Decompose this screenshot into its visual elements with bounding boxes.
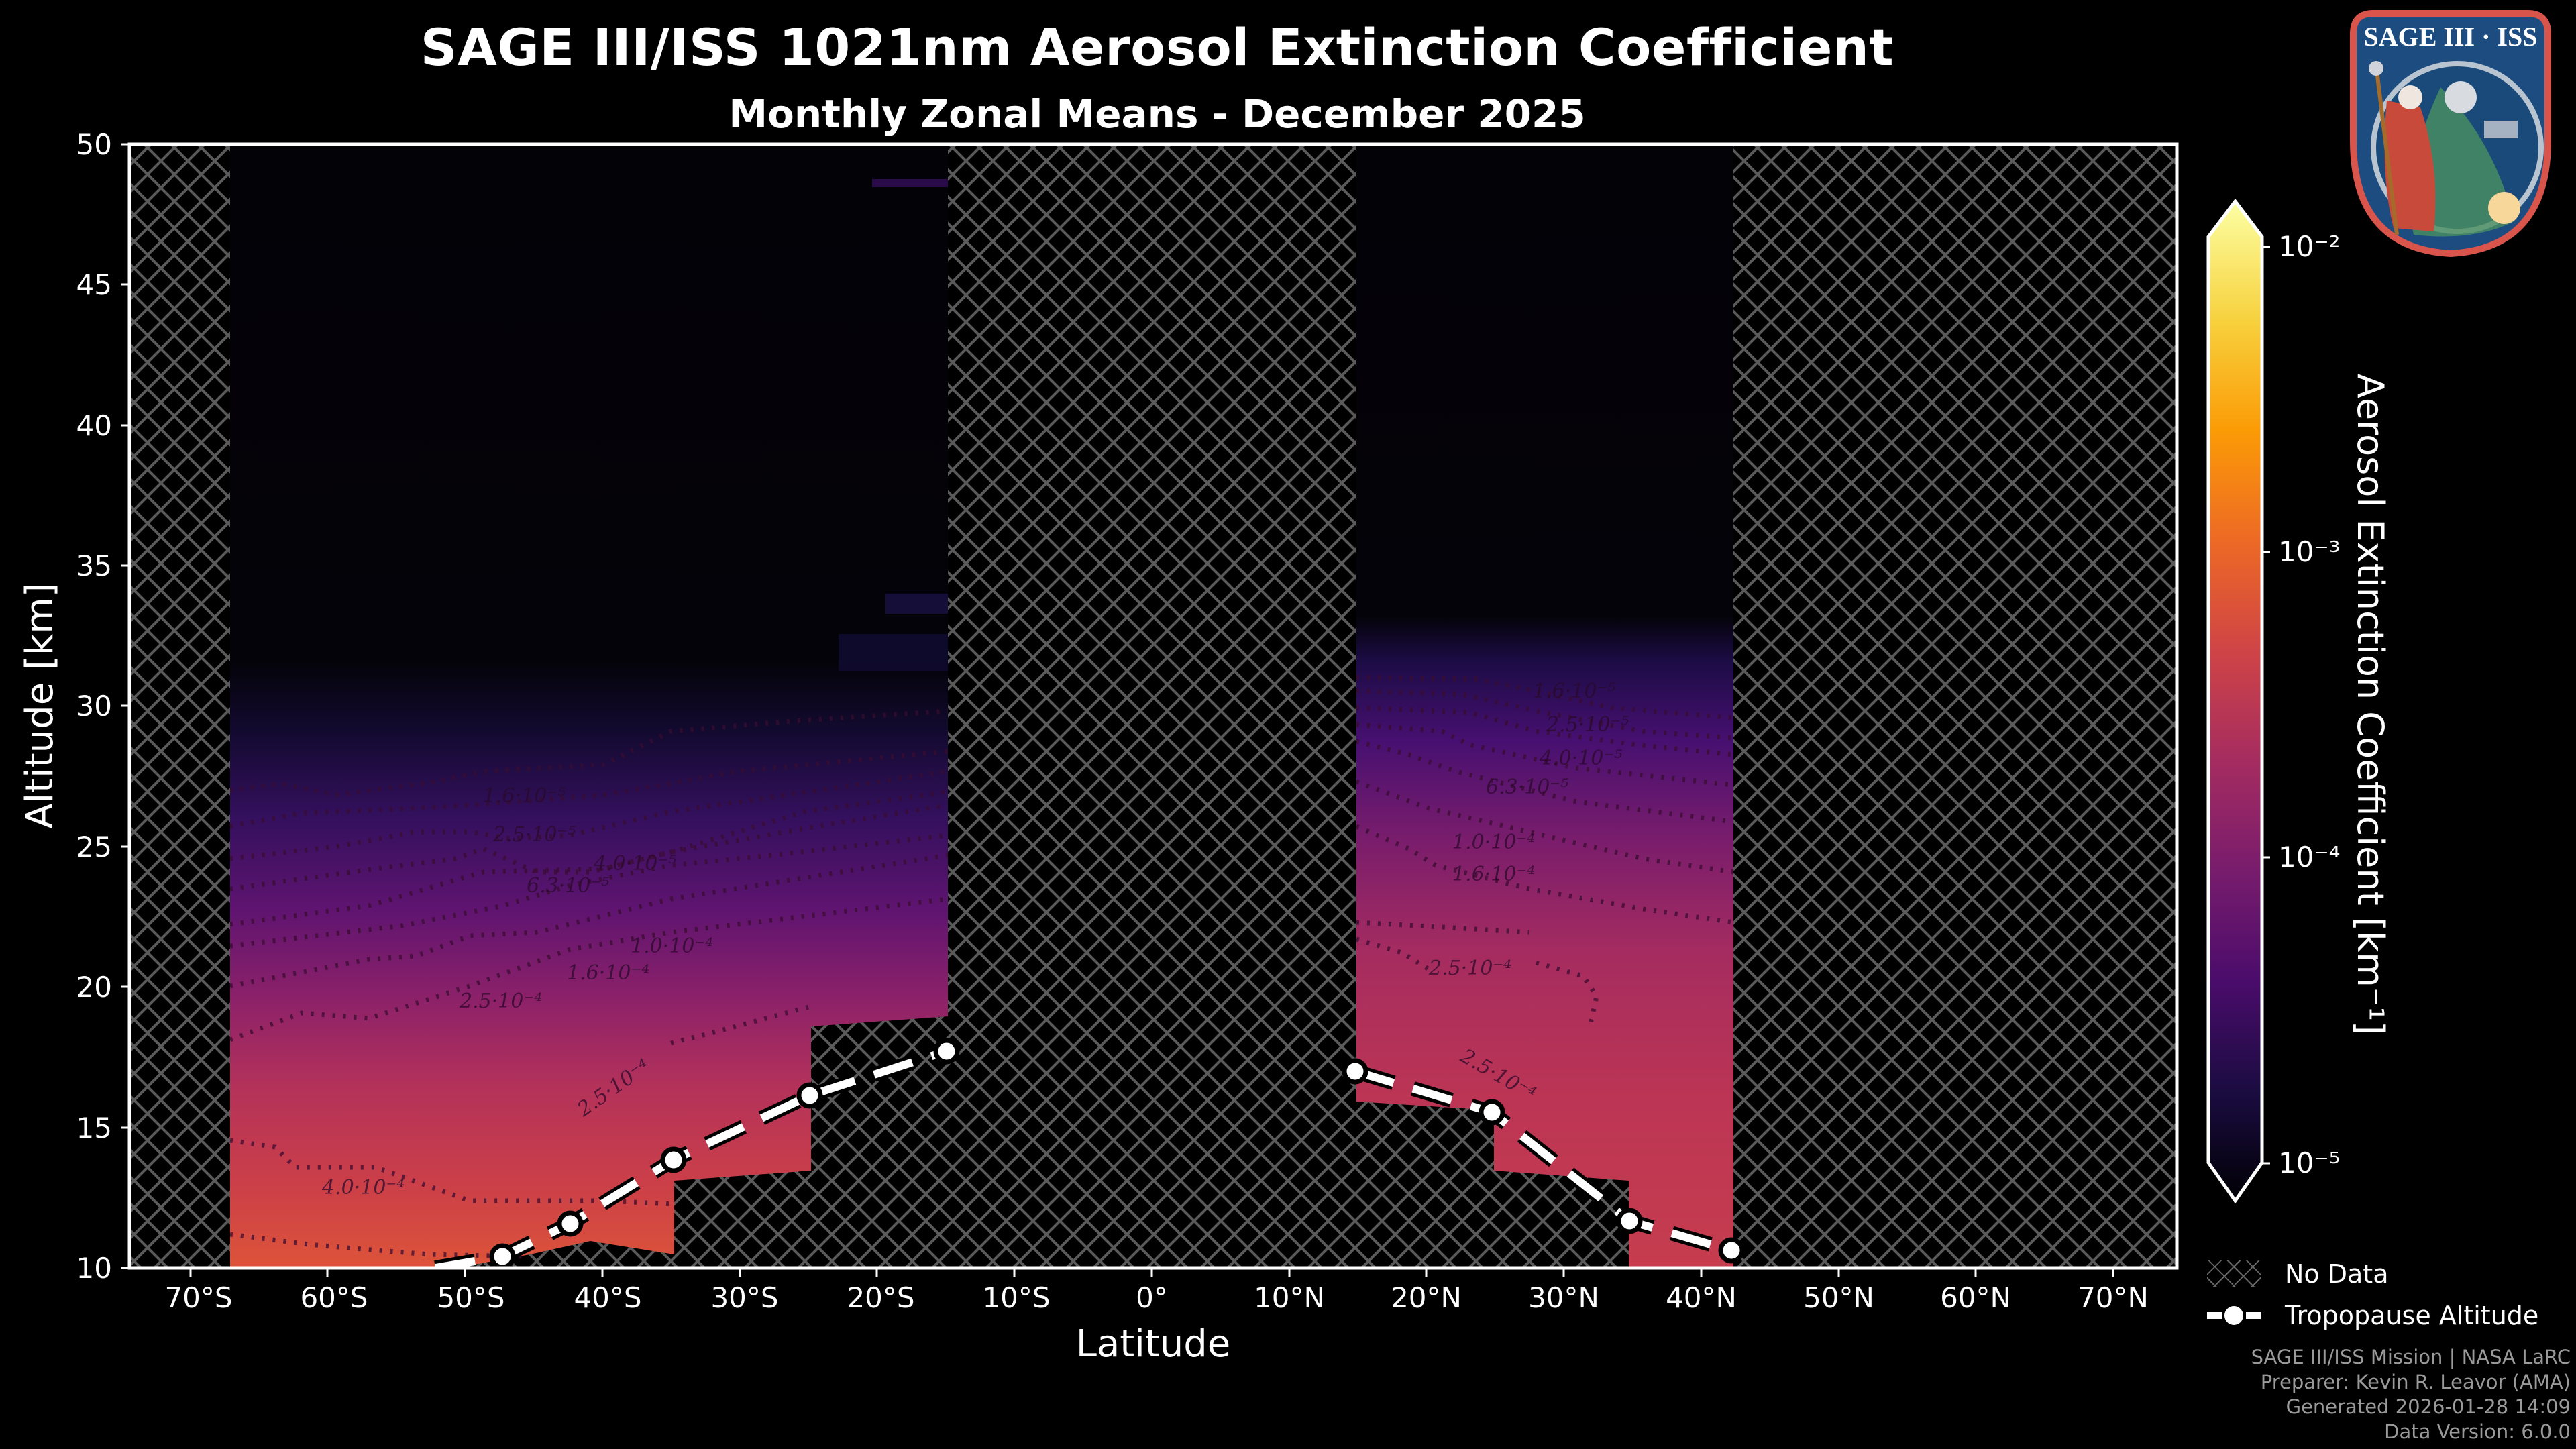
colorbar-tick-label: 10⁻⁵ bbox=[2278, 1146, 2340, 1179]
y-axis-ticks bbox=[121, 143, 129, 1269]
y-axis-tick-labels: 10 15 20 25 30 35 40 45 50 bbox=[76, 128, 112, 1285]
footer-mission: SAGE III/ISS Mission | NASA LaRC bbox=[2251, 1346, 2571, 1368]
nh-data-region bbox=[1356, 144, 1733, 1268]
colorbar-tick-label: 10⁻³ bbox=[2278, 535, 2340, 568]
contour-label: 4.0·10⁻⁴ bbox=[321, 1176, 405, 1199]
x-tick-label: 70°N bbox=[2078, 1281, 2149, 1314]
contour-label: 1.6·10⁻⁴ bbox=[1452, 863, 1535, 886]
dashed-line-marker-icon bbox=[2207, 1302, 2261, 1329]
x-tick-label: 0° bbox=[1136, 1281, 1168, 1314]
mission-patch-logo: SAGE III · ISS bbox=[2350, 10, 2551, 258]
x-tick-label: 40°S bbox=[574, 1281, 641, 1314]
logo-title: SAGE III · ISS bbox=[2363, 21, 2537, 52]
contour-label: 1.0·10⁻⁴ bbox=[1452, 830, 1535, 854]
x-tick-label: 10°S bbox=[982, 1281, 1050, 1314]
y-tick-label: 25 bbox=[76, 830, 112, 863]
sh-data-region bbox=[230, 144, 948, 1268]
colorbar-tick-label: 10⁻⁴ bbox=[2278, 841, 2340, 873]
x-tick-label: 30°S bbox=[710, 1281, 778, 1314]
legend-item-no-data: No Data bbox=[2207, 1253, 2538, 1295]
chart-legend: No Data Tropopause Altitude bbox=[2207, 1253, 2538, 1336]
x-tick-label: 50°N bbox=[1803, 1281, 1874, 1314]
tropopause-line bbox=[434, 1038, 1745, 1268]
y-tick-label: 20 bbox=[76, 971, 112, 1004]
hatch-swatch-icon bbox=[2207, 1260, 2261, 1287]
y-tick-label: 45 bbox=[76, 268, 112, 301]
y-tick-label: 30 bbox=[76, 690, 112, 722]
contour-label: 2.5·10⁻⁵ bbox=[1546, 713, 1629, 737]
footer-generated: Generated 2026-01-28 14:09 bbox=[2286, 1395, 2571, 1418]
y-tick-label: 10 bbox=[76, 1252, 112, 1285]
footer-preparer: Preparer: Kevin R. Leavor (AMA) bbox=[2260, 1371, 2571, 1393]
data-streak bbox=[885, 594, 948, 614]
footer-version: Data Version: 6.0.0 bbox=[2384, 1420, 2571, 1443]
contour-label: 1.6·10⁻⁵ bbox=[1533, 680, 1615, 703]
x-axis-tick-labels: 70°S 60°S 50°S 40°S 30°S 20°S 10°S 0° 10… bbox=[164, 1281, 2148, 1314]
legend-item-tropopause: Tropopause Altitude bbox=[2207, 1295, 2538, 1336]
contour-label: 1.6·10⁻⁴ bbox=[567, 961, 649, 985]
x-tick-label: 60°S bbox=[300, 1281, 368, 1314]
contour-label: 6.3·10⁻⁵ bbox=[1486, 775, 1568, 799]
chart-subtitle: Monthly Zonal Means - December 2025 bbox=[729, 91, 1586, 137]
y-tick-label: 50 bbox=[76, 128, 112, 161]
x-tick-label: 70°S bbox=[164, 1281, 232, 1314]
y-axis-title: Altitude [km] bbox=[18, 582, 62, 828]
contour-label: 2.5·10⁻⁴ bbox=[1428, 957, 1511, 980]
x-tick-label: 60°N bbox=[1940, 1281, 2011, 1314]
contour-label: 4.0·10⁻⁵ bbox=[593, 852, 676, 875]
legend-label: No Data bbox=[2285, 1259, 2389, 1289]
contour-label: 1.6·10⁻⁵ bbox=[483, 784, 566, 808]
colorbar: 10⁻² 10⁻³ 10⁻⁴ 10⁻⁵ Aerosol Extinction C… bbox=[2206, 198, 2392, 1204]
contour-label: 4.0·10⁻⁵ bbox=[1539, 747, 1622, 770]
x-tick-label: 20°N bbox=[1391, 1281, 1462, 1314]
credits-footer: SAGE III/ISS Mission | NASA LaRC Prepare… bbox=[2251, 1345, 2571, 1444]
x-tick-label: 30°N bbox=[1528, 1281, 1599, 1314]
contour-label: 2.5·10⁻⁵ bbox=[492, 823, 576, 847]
contour-lines bbox=[1355, 675, 1734, 1027]
chart-title: SAGE III/ISS 1021nm Aerosol Extinction C… bbox=[420, 17, 1894, 77]
colorbar-title: Aerosol Extinction Coefficient [km⁻¹] bbox=[2349, 374, 2392, 1035]
legend-label: Tropopause Altitude bbox=[2285, 1301, 2539, 1330]
data-streak bbox=[872, 179, 948, 187]
tropopause-markers bbox=[489, 1038, 1745, 1268]
contour-label: 6.3·10⁻⁵ bbox=[527, 874, 609, 898]
x-tick-label: 40°N bbox=[1666, 1281, 1737, 1314]
x-tick-label: 10°N bbox=[1254, 1281, 1325, 1314]
y-tick-label: 35 bbox=[76, 549, 112, 582]
x-axis-ticks bbox=[189, 1268, 2114, 1277]
plot-area: 1.6·10⁻⁵ 2.5·10⁻⁵ 4.0·10⁻⁵ 6.3·10⁻⁵ 1.0·… bbox=[129, 144, 2177, 1268]
contour-label: 1.0·10⁻⁴ bbox=[631, 934, 713, 958]
y-tick-label: 40 bbox=[76, 409, 112, 442]
y-tick-label: 15 bbox=[76, 1112, 112, 1144]
data-streak bbox=[839, 634, 948, 671]
x-tick-label: 20°S bbox=[847, 1281, 914, 1314]
contour-label: 2.5·10⁻⁴ bbox=[459, 989, 542, 1013]
x-axis-title: Latitude bbox=[1076, 1322, 1230, 1366]
colorbar-tick-label: 10⁻² bbox=[2278, 230, 2340, 263]
x-tick-label: 50°S bbox=[437, 1281, 504, 1314]
